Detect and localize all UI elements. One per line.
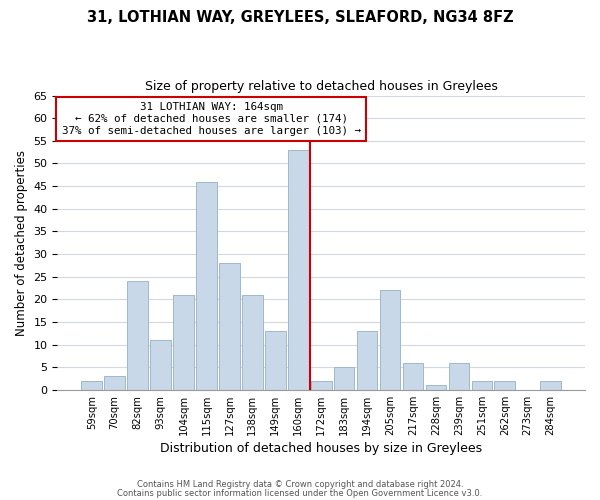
Bar	[173, 294, 194, 390]
Bar	[380, 290, 400, 390]
Bar	[472, 381, 492, 390]
Bar	[403, 362, 424, 390]
Y-axis label: Number of detached properties: Number of detached properties	[15, 150, 28, 336]
Title: Size of property relative to detached houses in Greylees: Size of property relative to detached ho…	[145, 80, 497, 93]
Bar	[425, 386, 446, 390]
Bar	[127, 281, 148, 390]
Bar	[449, 362, 469, 390]
Bar	[265, 331, 286, 390]
Bar	[242, 294, 263, 390]
Bar	[334, 367, 355, 390]
Bar	[357, 331, 377, 390]
Bar	[219, 263, 240, 390]
Bar	[104, 376, 125, 390]
Bar	[82, 381, 102, 390]
Bar	[288, 150, 308, 390]
Bar	[541, 381, 561, 390]
Bar	[150, 340, 171, 390]
Text: Contains HM Land Registry data © Crown copyright and database right 2024.: Contains HM Land Registry data © Crown c…	[137, 480, 463, 489]
X-axis label: Distribution of detached houses by size in Greylees: Distribution of detached houses by size …	[160, 442, 482, 455]
Text: 31 LOTHIAN WAY: 164sqm
← 62% of detached houses are smaller (174)
37% of semi-de: 31 LOTHIAN WAY: 164sqm ← 62% of detached…	[62, 102, 361, 136]
Text: 31, LOTHIAN WAY, GREYLEES, SLEAFORD, NG34 8FZ: 31, LOTHIAN WAY, GREYLEES, SLEAFORD, NG3…	[86, 10, 514, 25]
Bar	[196, 182, 217, 390]
Bar	[494, 381, 515, 390]
Text: Contains public sector information licensed under the Open Government Licence v3: Contains public sector information licen…	[118, 488, 482, 498]
Bar	[311, 381, 332, 390]
